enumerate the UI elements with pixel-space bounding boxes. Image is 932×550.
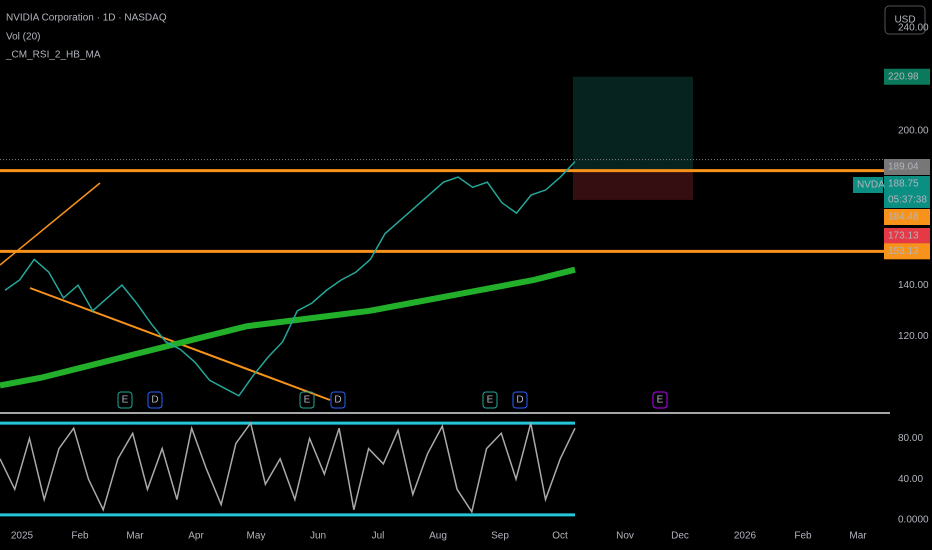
price-tag: 184.48 <box>888 212 919 223</box>
time-tick-label: Feb <box>794 531 812 542</box>
event-badge <box>652 391 668 409</box>
event-badge <box>147 391 163 409</box>
event-label: E <box>122 395 129 406</box>
event-label: D <box>334 395 341 406</box>
time-tick-label: Dec <box>671 531 689 542</box>
event-label: E <box>487 395 494 406</box>
price-tag: 153.13 <box>888 246 919 257</box>
price-tag-bg <box>884 68 930 85</box>
stop-zone <box>573 170 693 200</box>
time-tick-label: Nov <box>616 531 634 542</box>
price-tag-bg <box>884 192 930 208</box>
price-tick-label: 120.00 <box>898 331 929 342</box>
price-tick-label: 200.00 <box>898 125 929 136</box>
price-tick-label: 140.00 <box>898 280 929 291</box>
time-tick-label: Mar <box>849 531 867 542</box>
symbol-title: NVIDIA Corporation · 1D · NASDAQ <box>6 13 167 24</box>
event-label: D <box>516 395 523 406</box>
time-tick-label: 2026 <box>734 531 757 542</box>
price-tag-bg <box>884 209 930 225</box>
osc-tick-label: 0.0000 <box>898 515 929 526</box>
time-tick-label: Oct <box>552 531 568 542</box>
event-badge <box>330 391 346 409</box>
event-label: E <box>657 395 664 406</box>
currency[interactable]: USD <box>894 15 915 26</box>
symbol-tag-bg <box>853 177 883 193</box>
price-tag: 220.98 <box>888 71 919 82</box>
event-badge <box>482 391 498 409</box>
time-tick-label: Jun <box>310 531 326 542</box>
moving-average <box>0 266 576 389</box>
price-tick-label: 240.00 <box>898 22 929 33</box>
time-tick-label: Aug <box>429 531 447 542</box>
price-tag-bg <box>884 176 930 192</box>
osc-tick-label: 80.00 <box>898 433 923 444</box>
currency-button[interactable] <box>884 5 926 35</box>
time-tick-label: 2025 <box>11 531 34 542</box>
time-tick-label: Mar <box>126 531 144 542</box>
price-tag: 05:37:38 <box>888 195 927 206</box>
event-badge <box>117 391 133 409</box>
price-tag-bg <box>884 243 930 260</box>
event-label: D <box>151 395 158 406</box>
time-tick-label: May <box>247 531 266 542</box>
time-tick-label: Sep <box>491 531 509 542</box>
price-tag-bg <box>884 228 930 244</box>
price-tag: 189.04 <box>888 162 919 173</box>
event-badge <box>512 391 528 409</box>
trend-line <box>0 182 101 266</box>
target-zone <box>573 76 693 171</box>
oscillator-line <box>0 421 576 514</box>
event-label: E <box>304 395 311 406</box>
time-tick-label: Apr <box>188 531 204 542</box>
indicator-label: _CM_RSI_2_HB_MA <box>5 50 101 61</box>
symbol-tag: NVDA <box>857 180 885 191</box>
price-tag-bg <box>884 159 930 175</box>
event-badge <box>299 391 315 409</box>
volume-label: Vol (20) <box>6 32 40 43</box>
price-tag: 173.13 <box>888 231 919 242</box>
osc-tick-label: 40.00 <box>898 474 923 485</box>
time-tick-label: Jul <box>372 531 385 542</box>
price-tag: 188.75 <box>888 179 919 190</box>
price-line <box>4 161 576 397</box>
time-tick-label: Feb <box>71 531 89 542</box>
